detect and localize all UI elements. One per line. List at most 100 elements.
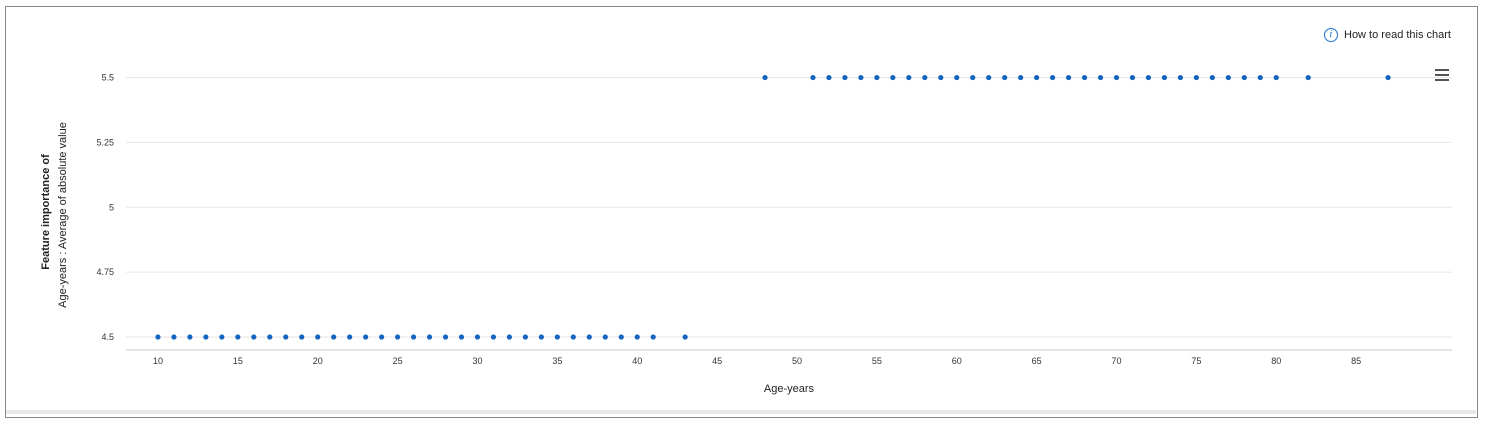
y-axis-label-line2: Age-years : Average of absolute value xyxy=(57,122,69,308)
data-point[interactable] xyxy=(363,334,369,340)
how-to-read-link[interactable]: i How to read this chart xyxy=(1324,28,1451,42)
data-point[interactable] xyxy=(1081,74,1088,81)
data-point[interactable] xyxy=(842,74,848,81)
data-point[interactable] xyxy=(826,74,832,81)
x-tick-label: 70 xyxy=(1111,356,1121,366)
data-point[interactable] xyxy=(155,334,161,340)
x-tick-label: 55 xyxy=(872,356,882,366)
hamburger-menu-icon[interactable] xyxy=(1435,69,1449,81)
x-tick-label: 40 xyxy=(632,356,642,366)
data-point[interactable] xyxy=(203,334,209,340)
x-tick-label: 50 xyxy=(792,356,802,366)
data-point[interactable] xyxy=(426,334,433,340)
data-point[interactable] xyxy=(682,334,688,340)
data-point[interactable] xyxy=(299,334,305,340)
y-tick-label: 5.5 xyxy=(101,73,114,83)
x-tick-label: 80 xyxy=(1271,356,1281,366)
data-point[interactable] xyxy=(442,334,449,340)
data-point[interactable] xyxy=(267,334,273,340)
data-point[interactable] xyxy=(235,334,241,340)
data-points xyxy=(155,74,1391,340)
data-point[interactable] xyxy=(187,334,193,340)
data-point[interactable] xyxy=(1129,74,1136,81)
data-point[interactable] xyxy=(171,334,177,340)
y-tick-label: 4.5 xyxy=(101,332,114,342)
data-point[interactable] xyxy=(586,334,592,340)
data-point[interactable] xyxy=(251,334,257,340)
bottom-divider xyxy=(6,410,1476,414)
x-tick-label: 45 xyxy=(712,356,722,366)
data-point[interactable] xyxy=(331,334,337,340)
data-point[interactable] xyxy=(906,74,912,81)
data-point[interactable] xyxy=(1002,74,1008,81)
info-icon: i xyxy=(1324,28,1338,42)
data-point[interactable] xyxy=(490,334,497,340)
x-tick-label: 75 xyxy=(1191,356,1201,366)
data-point[interactable] xyxy=(1065,74,1072,81)
data-point[interactable] xyxy=(1209,74,1215,81)
data-point[interactable] xyxy=(938,74,944,81)
x-tick-label: 85 xyxy=(1351,356,1361,366)
data-point[interactable] xyxy=(890,74,896,81)
data-point[interactable] xyxy=(347,334,353,340)
data-point[interactable] xyxy=(283,334,289,340)
x-tick-labels: 10 15 20 25 30 35 40 45 50 55 60 65 70 75 80 85 xyxy=(153,356,1361,366)
grid-lines xyxy=(126,77,1452,351)
y-tick-label: 5 xyxy=(109,202,114,212)
data-point[interactable] xyxy=(1305,74,1311,81)
data-point[interactable] xyxy=(219,334,225,340)
data-point[interactable] xyxy=(634,334,640,340)
data-point[interactable] xyxy=(522,334,528,340)
data-point[interactable] xyxy=(554,334,560,340)
x-tick-label: 25 xyxy=(393,356,403,366)
data-point[interactable] xyxy=(954,74,960,81)
data-point[interactable] xyxy=(602,334,608,340)
y-axis-label-line1: Feature importance of xyxy=(40,154,52,270)
data-point[interactable] xyxy=(650,334,656,340)
data-point[interactable] xyxy=(1273,74,1279,81)
data-point[interactable] xyxy=(986,74,992,81)
x-tick-label: 65 xyxy=(1032,356,1042,366)
data-point[interactable] xyxy=(922,74,928,81)
data-point[interactable] xyxy=(570,334,576,340)
x-tick-label: 10 xyxy=(153,356,163,366)
data-point[interactable] xyxy=(1225,74,1231,81)
data-point[interactable] xyxy=(506,334,513,340)
how-to-read-label: How to read this chart xyxy=(1344,29,1451,41)
data-point[interactable] xyxy=(762,74,768,81)
data-point[interactable] xyxy=(379,334,385,340)
data-point[interactable] xyxy=(1018,74,1024,81)
x-tick-label: 20 xyxy=(313,356,323,366)
y-tick-label: 5.25 xyxy=(96,137,114,147)
data-point[interactable] xyxy=(1257,74,1263,81)
x-tick-label: 15 xyxy=(233,356,243,366)
data-point[interactable] xyxy=(1034,74,1040,81)
chart-frame xyxy=(5,6,1478,418)
data-point[interactable] xyxy=(538,334,544,340)
data-point[interactable] xyxy=(1241,74,1247,81)
data-point[interactable] xyxy=(1145,74,1152,81)
data-point[interactable] xyxy=(1385,74,1391,81)
data-point[interactable] xyxy=(1050,74,1056,81)
data-point[interactable] xyxy=(1161,74,1168,81)
data-point[interactable] xyxy=(1193,74,1199,81)
x-tick-label: 60 xyxy=(952,356,962,366)
y-tick-labels: 4.5 4.75 5 5.25 5.5 xyxy=(96,73,114,342)
data-point[interactable] xyxy=(858,74,864,81)
data-point[interactable] xyxy=(1097,74,1104,81)
data-point[interactable] xyxy=(618,334,624,340)
data-point[interactable] xyxy=(810,74,816,81)
x-tick-label: 30 xyxy=(472,356,482,366)
data-point[interactable] xyxy=(315,334,321,340)
data-point[interactable] xyxy=(1113,74,1120,81)
x-axis-label: Age-years xyxy=(764,383,815,395)
data-point[interactable] xyxy=(474,334,481,340)
data-point[interactable] xyxy=(1177,74,1184,81)
data-point[interactable] xyxy=(394,334,401,340)
data-point[interactable] xyxy=(874,74,880,81)
data-point[interactable] xyxy=(970,74,976,81)
data-point[interactable] xyxy=(458,334,465,340)
data-point[interactable] xyxy=(410,334,417,340)
y-tick-label: 4.75 xyxy=(96,267,114,277)
